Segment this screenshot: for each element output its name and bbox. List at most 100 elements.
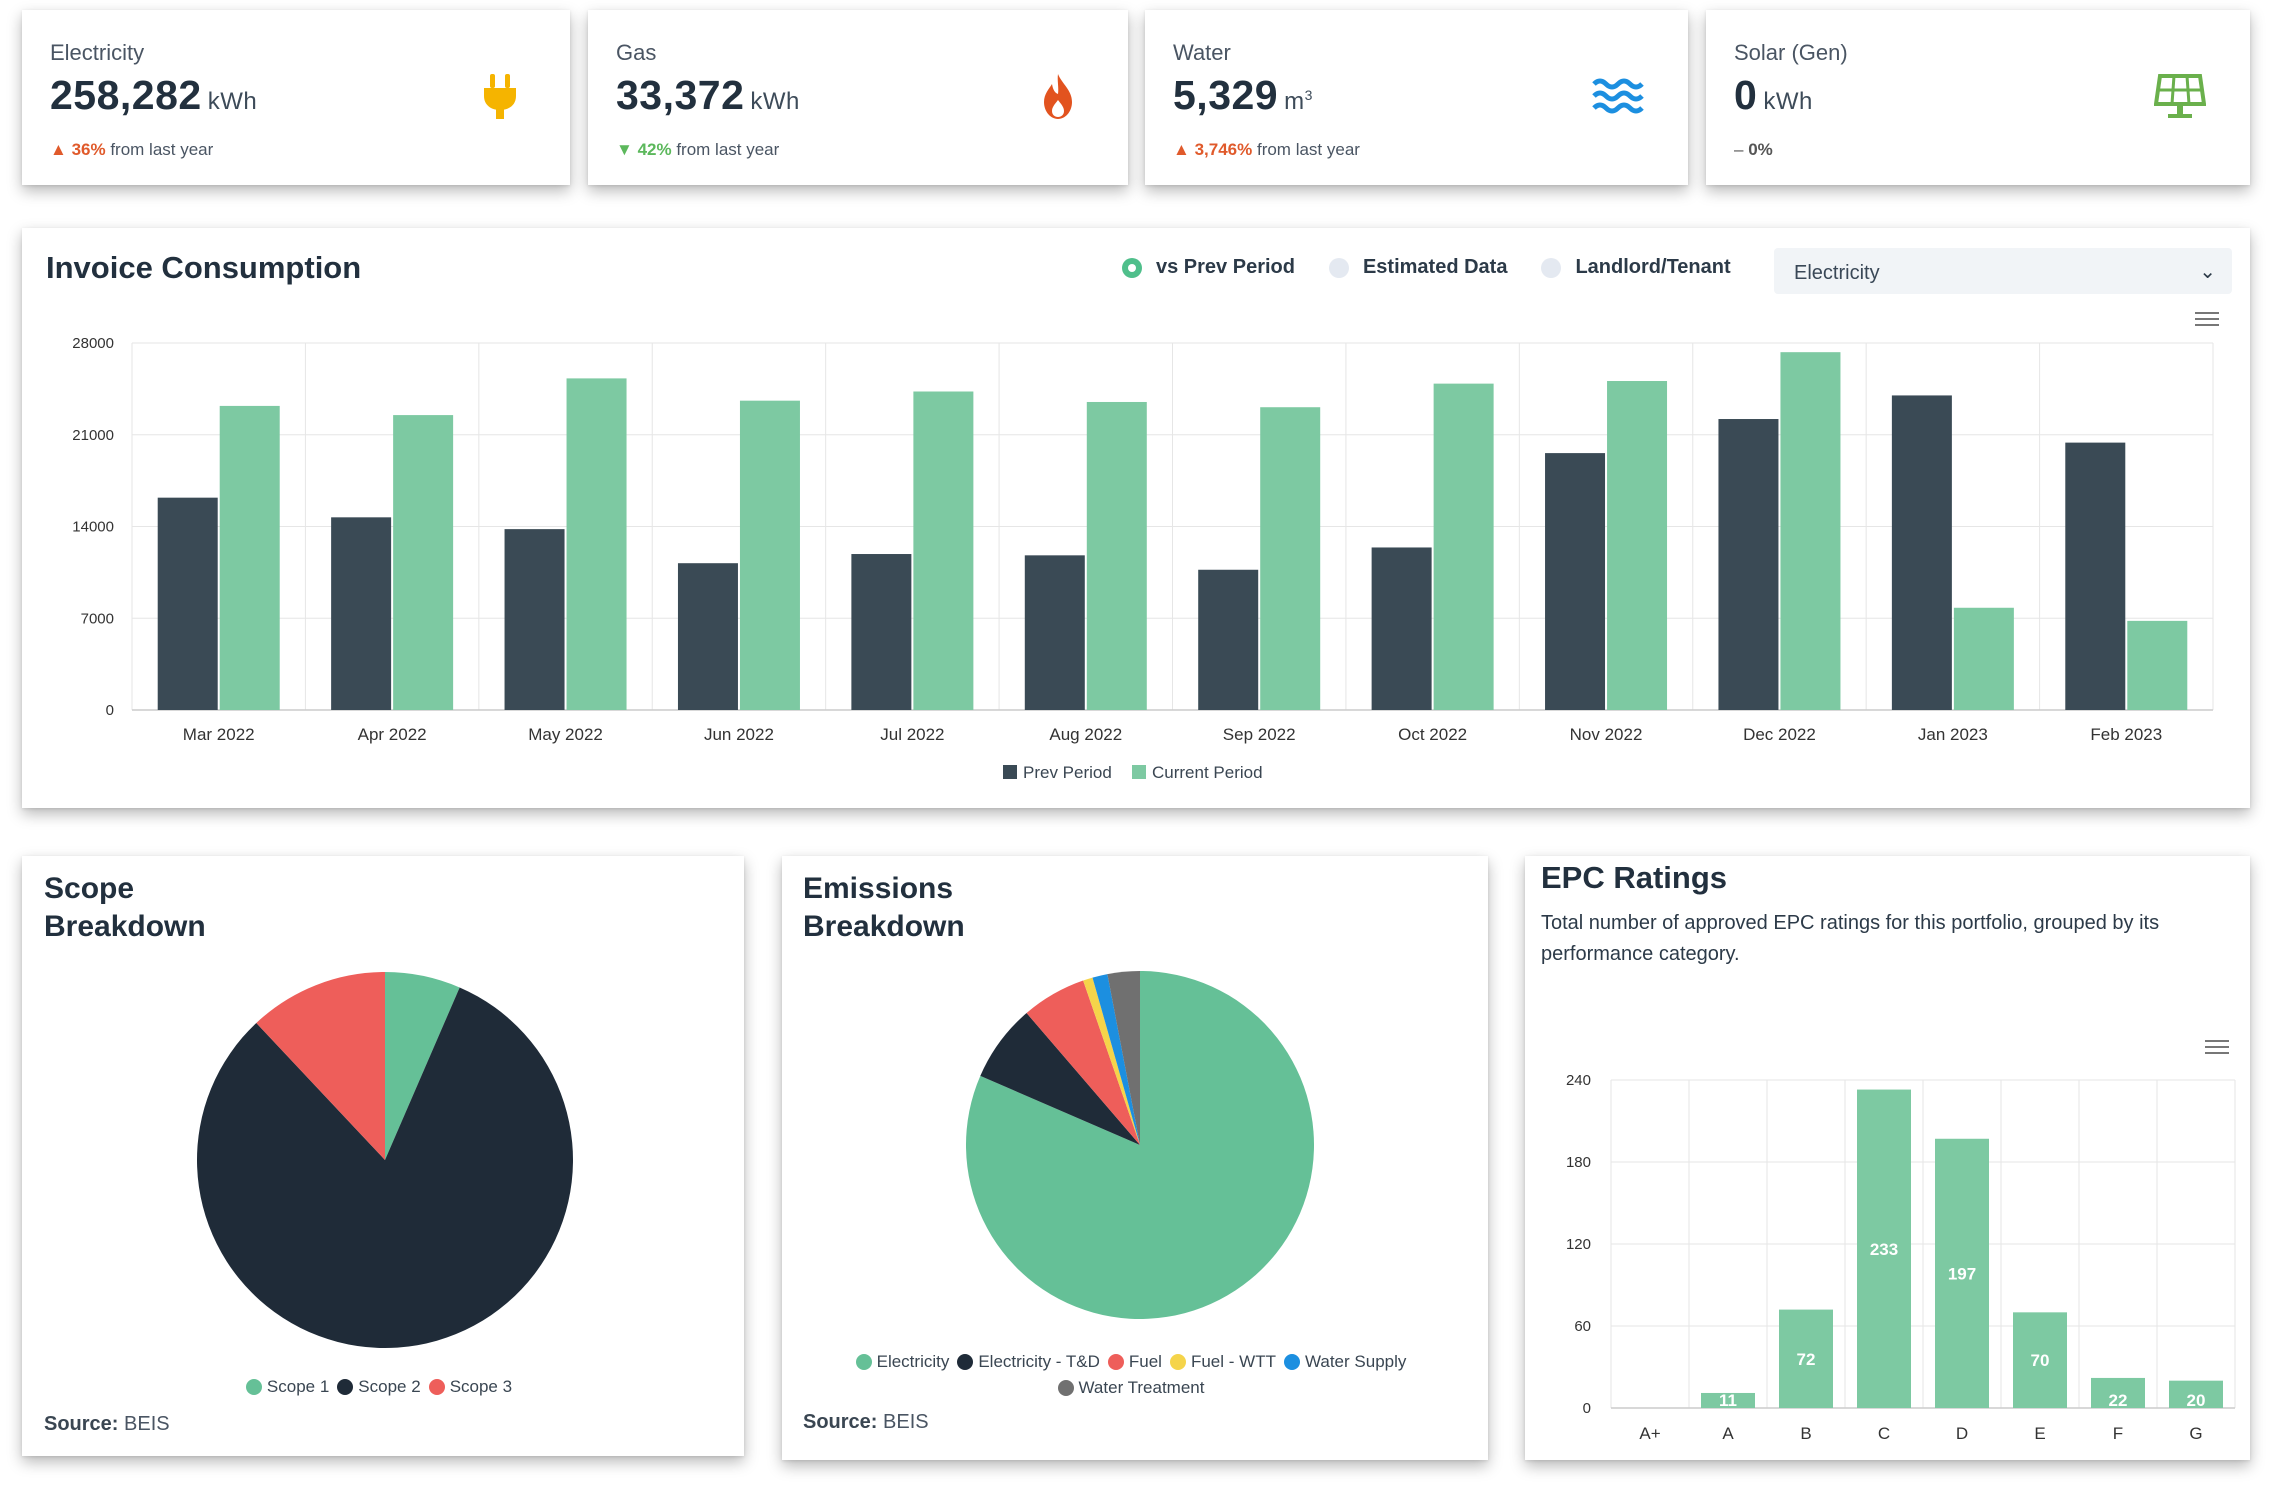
kpi-change: ▲ 3,746% from last year xyxy=(1173,140,1360,159)
emissions-source: Source: BEIS xyxy=(803,1411,929,1433)
data-label: 72 xyxy=(1797,1350,1816,1369)
option-estimated-data[interactable]: Estimated Data xyxy=(1328,256,1507,279)
legend-item[interactable]: Water Treatment xyxy=(1057,1378,1205,1398)
kpi-unit: kWh xyxy=(1763,88,1813,115)
legend-item[interactable]: Water Supply xyxy=(1283,1352,1407,1372)
legend-swatch xyxy=(337,1379,354,1395)
legend-item[interactable]: Fuel - WTT xyxy=(1169,1352,1276,1372)
y-tick-label: 14000 xyxy=(72,519,114,536)
legend-swatch xyxy=(428,1379,445,1395)
bar-current-period xyxy=(219,405,280,710)
legend-swatch xyxy=(957,1354,974,1370)
bar-current-period xyxy=(2127,620,2188,710)
x-tick-label: E xyxy=(2034,1424,2045,1443)
bar-current-period xyxy=(739,400,800,710)
pie-slice-water-supply xyxy=(1092,974,1140,1145)
legend-label: Electricity - T&D xyxy=(978,1352,1100,1371)
waves-icon xyxy=(1592,78,1644,114)
legend-label: Water Treatment xyxy=(1078,1378,1205,1397)
bar-prev-period xyxy=(677,563,738,710)
scope-source: Source: BEIS xyxy=(44,1413,170,1435)
x-tick-label: Jan 2023 xyxy=(1918,725,1988,744)
y-tick-label: 120 xyxy=(1566,1236,1591,1253)
option-vs-prev-period[interactable]: vs Prev Period xyxy=(1122,256,1295,279)
kpi-unit: kWh xyxy=(207,88,258,115)
y-tick-label: 60 xyxy=(1574,1318,1591,1335)
plug-icon xyxy=(484,74,516,119)
pie-slice-water-treatment xyxy=(1107,971,1140,1145)
x-tick-label: A+ xyxy=(1639,1424,1660,1443)
data-label: 233 xyxy=(1870,1240,1898,1259)
kpi-change: – 0% xyxy=(1734,140,1773,159)
bar-epc-rating xyxy=(1857,1089,1911,1408)
radio-unselected-icon xyxy=(1541,257,1562,278)
x-tick-label: Sep 2022 xyxy=(1223,725,1296,744)
legend-item[interactable]: Electricity xyxy=(855,1352,950,1372)
invoice-title: Invoice Consumption xyxy=(46,250,362,285)
y-tick-label: 240 xyxy=(1566,1072,1591,1089)
chart-menu-icon[interactable] xyxy=(2195,312,2219,328)
x-tick-label: B xyxy=(1800,1424,1811,1443)
bar-prev-period xyxy=(504,529,565,710)
legend-item[interactable]: Electricity - T&D xyxy=(957,1352,1100,1372)
kpi-value: 258,282 kWh xyxy=(50,72,258,118)
kpi-value: 5,329 m3 xyxy=(1173,72,1313,118)
epc-description: Total number of approved EPC ratings for… xyxy=(1541,912,2160,965)
solar-panel-icon xyxy=(2154,74,2206,118)
scope-title: Scope Breakdown xyxy=(44,872,206,943)
kpi-card-water: Water 5,329 m3 ▲ 3,746% from last year xyxy=(1145,10,1688,185)
legend-item[interactable]: Fuel xyxy=(1107,1352,1162,1372)
option-landlord-tenant[interactable]: Landlord/Tenant xyxy=(1541,256,1731,279)
bar-current-period xyxy=(913,391,974,710)
legend-label: Fuel - WTT xyxy=(1190,1352,1276,1371)
bar-epc-rating xyxy=(2169,1380,2223,1408)
bar-prev-period xyxy=(1718,419,1779,710)
bar-current-period xyxy=(1607,381,1668,710)
bar-prev-period xyxy=(1545,453,1606,710)
legend-swatch xyxy=(1107,1354,1124,1370)
kpi-card-gas: Gas 33,372 kWh ▼ 42% from last year xyxy=(588,10,1128,185)
x-tick-label: D xyxy=(1956,1424,1968,1443)
pie-slice-scope-3 xyxy=(256,972,385,1160)
trend-up-icon: ▲ xyxy=(50,140,67,159)
kpi-label: Water xyxy=(1173,40,1231,65)
x-tick-label: Jun 2022 xyxy=(704,725,774,744)
bar-epc-rating xyxy=(1935,1138,1989,1408)
pie-slice-electricity-t-d xyxy=(980,1013,1140,1145)
legend-label: Scope 1 xyxy=(266,1377,330,1396)
legend-item[interactable]: Scope 1 xyxy=(245,1377,330,1397)
x-tick-label: F xyxy=(2113,1424,2123,1443)
legend-item[interactable]: Scope 3 xyxy=(428,1377,513,1397)
scope-legend: Scope 1 Scope 2 Scope 3 xyxy=(22,1377,744,1403)
period-options: vs Prev Period Estimated Data Landlord/T… xyxy=(1122,256,1765,279)
legend-label: Electricity xyxy=(876,1352,950,1371)
bar-current-period xyxy=(1433,383,1494,710)
pie-slice-fuel-wtt xyxy=(1083,977,1140,1145)
legend-label: Fuel xyxy=(1128,1352,1162,1371)
flame-icon xyxy=(1044,74,1072,119)
legend-label: Scope 2 xyxy=(358,1377,421,1396)
legend-swatch xyxy=(1283,1354,1300,1370)
kpi-card-solar: Solar (Gen) 0 kWh – 0% xyxy=(1706,10,2250,185)
trend-up-icon: ▲ xyxy=(1173,140,1190,159)
bar-current-period xyxy=(1780,352,1841,710)
utility-select[interactable]: Electricity ⌄ xyxy=(1774,248,2232,294)
legend-label: Current Period xyxy=(1152,763,1263,782)
legend-item[interactable]: Scope 2 xyxy=(337,1377,421,1397)
bar-current-period xyxy=(1953,607,2014,710)
bar-current-period xyxy=(566,378,627,710)
kpi-label: Solar (Gen) xyxy=(1734,40,1848,65)
epc-chart-menu-icon[interactable] xyxy=(2205,1040,2229,1056)
data-label: 70 xyxy=(2031,1351,2050,1370)
legend-swatch xyxy=(245,1379,262,1395)
kpi-unit: m3 xyxy=(1284,87,1313,115)
legend-label: Water Supply xyxy=(1304,1352,1407,1371)
radio-selected-icon xyxy=(1122,257,1142,278)
emissions-pie-chart xyxy=(966,971,1314,1319)
y-tick-label: 7000 xyxy=(81,610,114,627)
x-tick-label: Oct 2022 xyxy=(1398,725,1467,744)
legend-swatch xyxy=(1057,1380,1074,1396)
bar-current-period xyxy=(1260,407,1321,710)
legend-label: Scope 3 xyxy=(449,1377,513,1396)
x-tick-label: May 2022 xyxy=(528,725,603,744)
